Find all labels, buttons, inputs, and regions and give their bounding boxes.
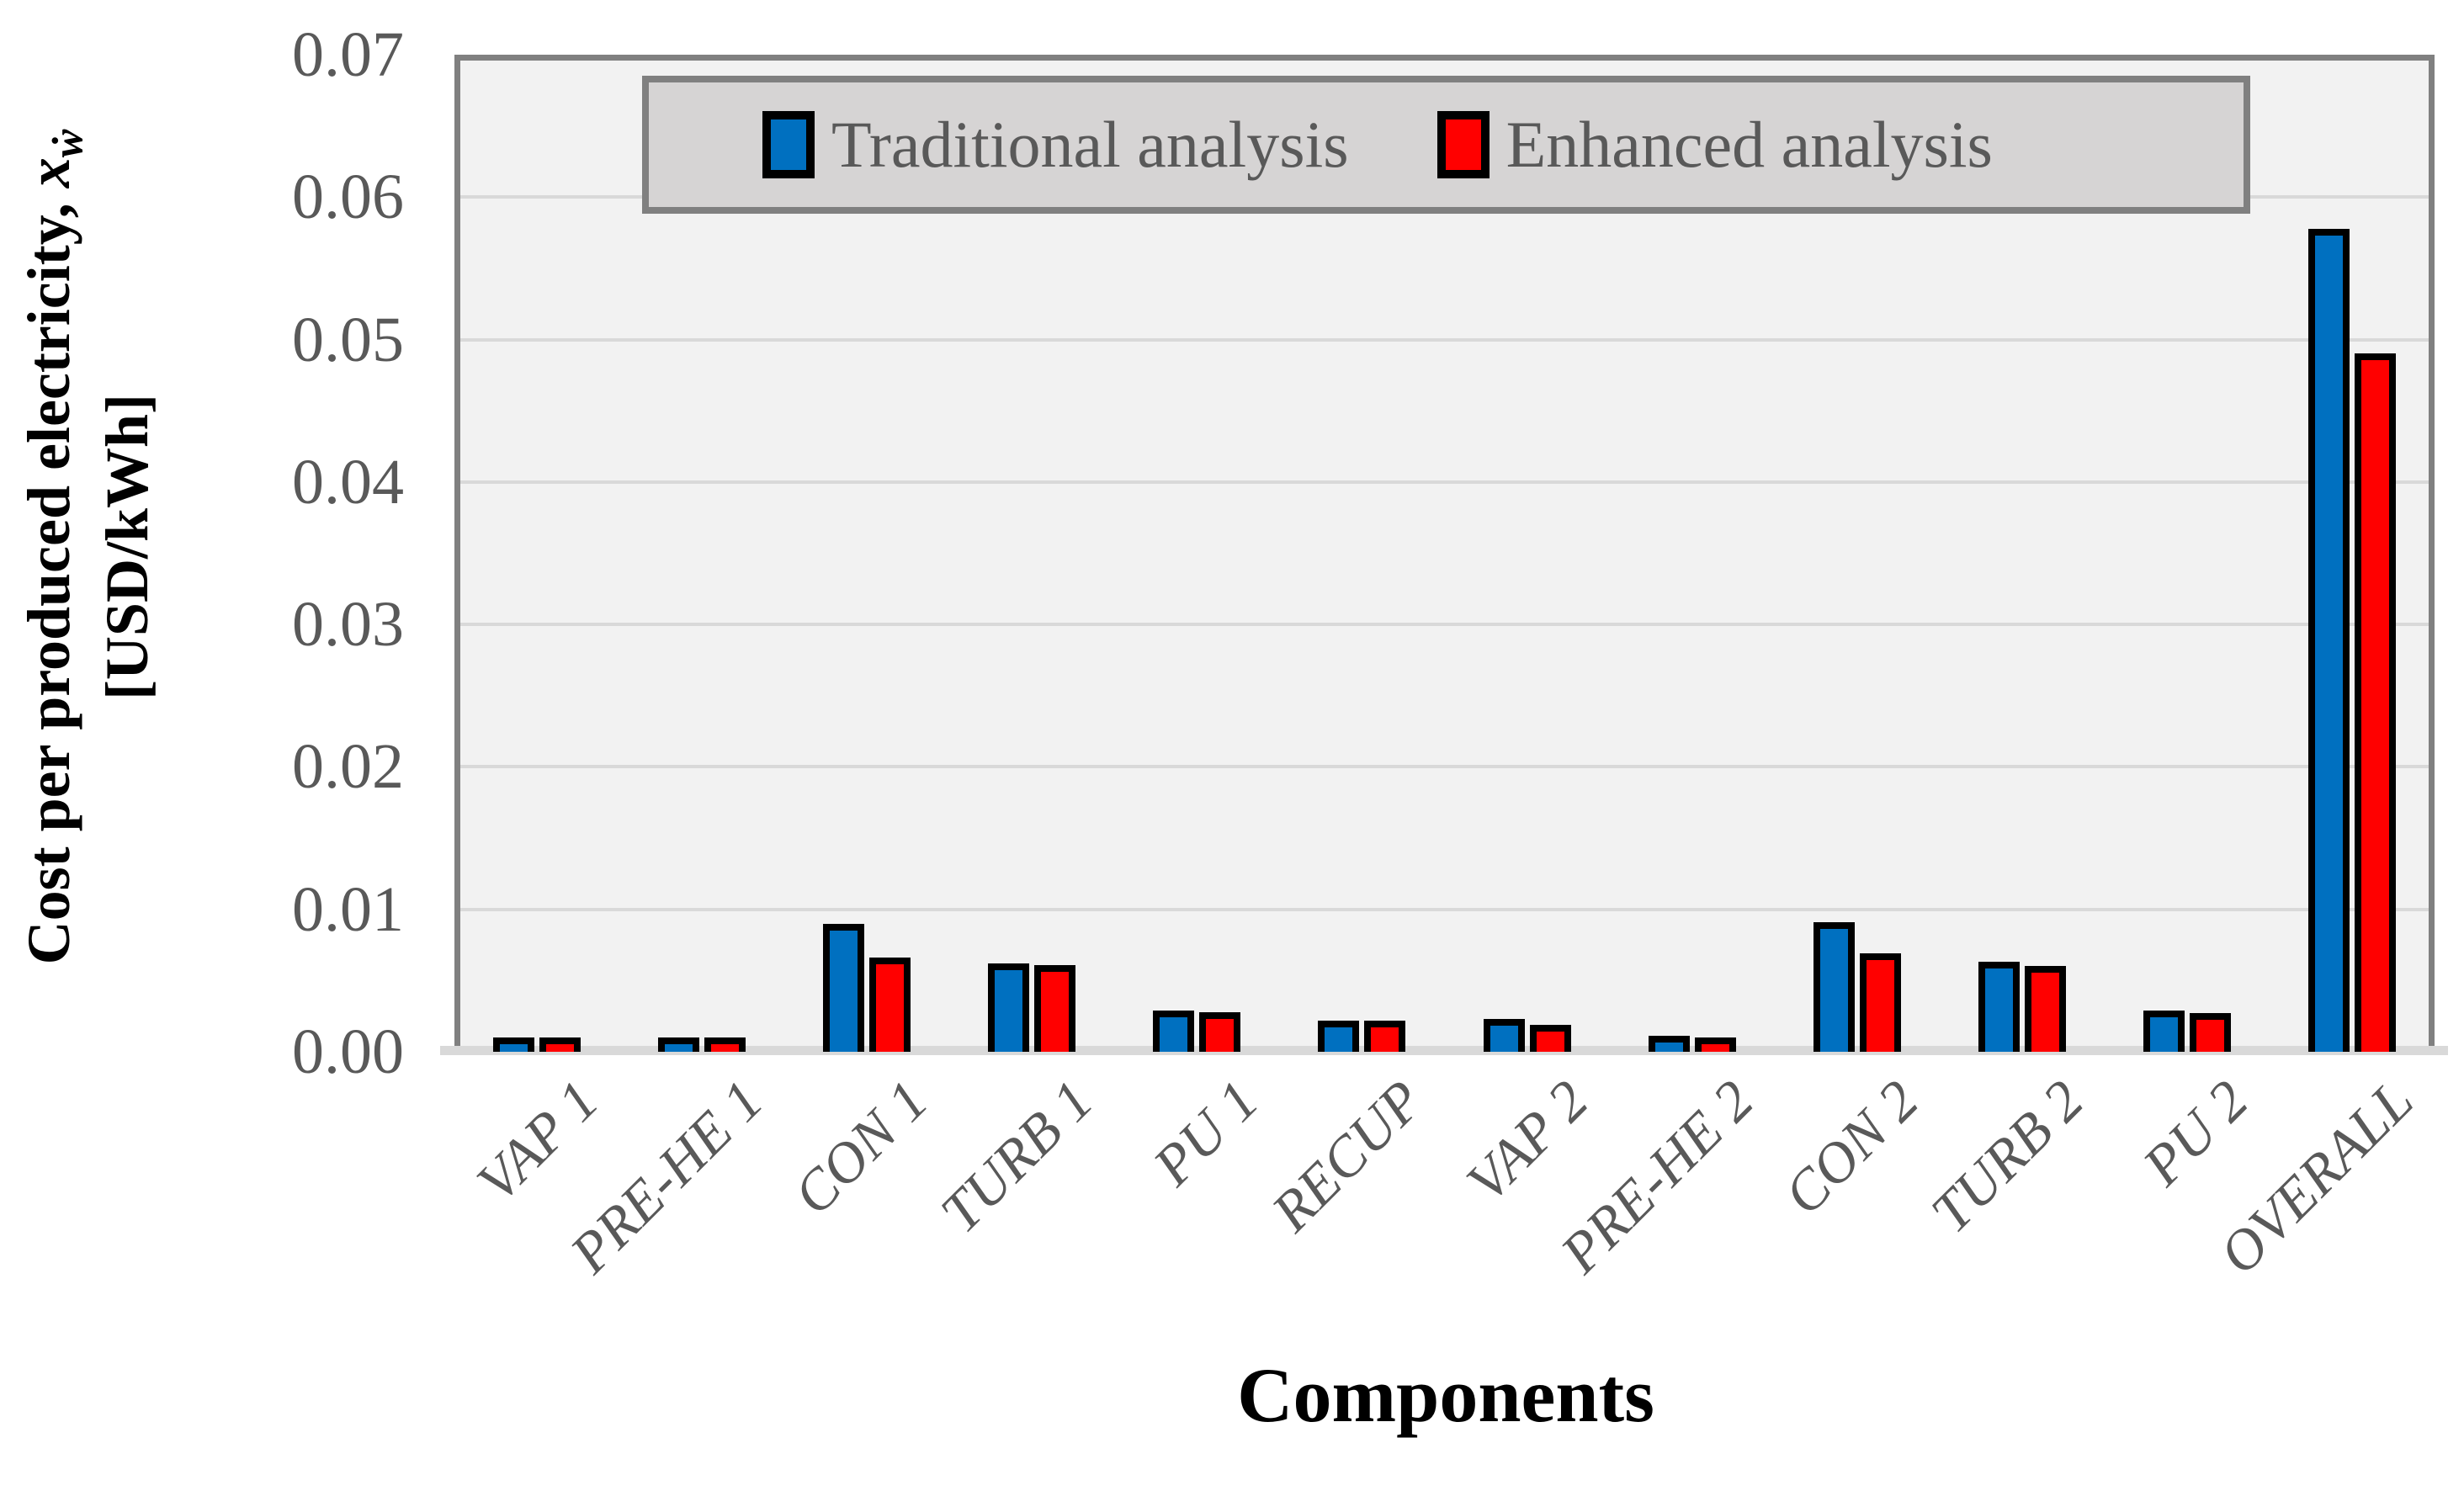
bar-traditional-analysis-pu-1 (1153, 1011, 1195, 1052)
y-axis-title-symbol: x (14, 157, 82, 188)
x-axis-title: Components (1237, 1352, 1654, 1438)
y-tick-label: 0.05 (292, 304, 404, 375)
legend-box: Traditional analysis Enhanced analysis (642, 76, 2250, 214)
gridline (460, 623, 2429, 627)
y-axis-title-units: [USD/kWh] (93, 393, 162, 701)
bar-traditional-analysis-pre-he-1 (658, 1037, 700, 1052)
y-axis-title-text: Cost per produced electricity, (14, 188, 82, 965)
bar-traditional-analysis-recup (1318, 1021, 1360, 1052)
legend-entry-enhanced-analysis: Enhanced analysis (1436, 108, 1993, 181)
y-tick-label: 0.04 (292, 446, 404, 517)
x-category-label-vap-1: VAP 1 (464, 1068, 610, 1214)
x-axis-baseline (440, 1046, 2448, 1055)
bar-traditional-analysis-con-1 (823, 924, 865, 1052)
bar-enhanced-analysis-turb-1 (1034, 965, 1076, 1052)
plot-area (454, 55, 2435, 1052)
legend-entry-traditional-analysis: Traditional analysis (762, 111, 1349, 178)
y-tick-label: 0.01 (292, 873, 404, 945)
y-tick-label: 0.07 (292, 19, 404, 90)
y-tick-label: 0.00 (292, 1016, 404, 1087)
legend-swatch-traditional-analysis (762, 111, 815, 178)
y-axis-title-subscript: ẇ (44, 129, 92, 158)
bar-enhanced-analysis-pre-he-1 (704, 1037, 746, 1052)
gridline (460, 765, 2429, 769)
x-category-label-recup: RECUP (1259, 1068, 1436, 1244)
gridline (460, 480, 2429, 484)
bar-enhanced-analysis-recup (1364, 1021, 1406, 1052)
y-tick-label: 0.02 (292, 731, 404, 803)
y-tick-label: 0.03 (292, 589, 404, 661)
bar-enhanced-analysis-pu-2 (2189, 1013, 2231, 1052)
bar-enhanced-analysis-pre-he-2 (1694, 1037, 1736, 1052)
bar-traditional-analysis-vap-2 (1483, 1019, 1525, 1052)
bar-traditional-analysis-turb-1 (988, 963, 1030, 1052)
x-category-label-con-1: CON 1 (781, 1068, 941, 1227)
bar-traditional-analysis-vap-1 (493, 1037, 535, 1052)
gridline (460, 337, 2429, 342)
bar-traditional-analysis-pu-2 (2143, 1011, 2185, 1052)
y-axis-title: Cost per produced electricity, xẇ [USD/k… (14, 130, 162, 965)
bar-enhanced-analysis-vap-1 (539, 1037, 581, 1052)
bar-traditional-analysis-overall (2307, 229, 2350, 1052)
x-category-label-vap-2: VAP 2 (1453, 1068, 1601, 1214)
gridline (460, 907, 2429, 911)
bar-enhanced-analysis-turb-2 (2024, 966, 2066, 1052)
x-category-label-turb-2: TURB 2 (1918, 1068, 2095, 1245)
legend-label: Enhanced analysis (1505, 108, 1993, 181)
legend-label: Traditional analysis (831, 108, 1349, 181)
legend-swatch-enhanced-analysis (1436, 111, 1490, 178)
y-tick-label: 0.06 (292, 162, 404, 233)
x-category-label-turb-1: TURB 1 (928, 1068, 1106, 1245)
bar-enhanced-analysis-vap-2 (1529, 1025, 1571, 1052)
bar-traditional-analysis-pre-he-2 (1648, 1036, 1690, 1052)
bar-traditional-analysis-con-2 (1813, 922, 1855, 1052)
x-category-label-pu-2: PU 2 (2130, 1068, 2260, 1198)
x-category-label-pu-1: PU 1 (1140, 1068, 1271, 1198)
bar-enhanced-analysis-con-1 (869, 958, 911, 1052)
bar-enhanced-analysis-overall (2354, 353, 2396, 1052)
bar-traditional-analysis-turb-2 (1978, 962, 2020, 1052)
x-category-label-con-2: CON 2 (1771, 1068, 1930, 1227)
bar-enhanced-analysis-pu-1 (1199, 1012, 1241, 1052)
bar-enhanced-analysis-con-2 (1859, 953, 1901, 1052)
